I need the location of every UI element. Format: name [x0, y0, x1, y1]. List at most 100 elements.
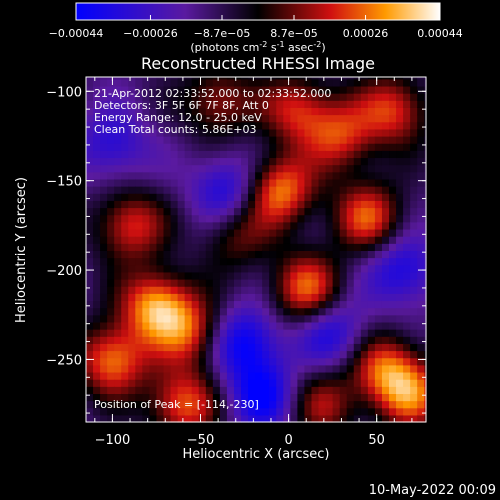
heatmap-cell: [396, 171, 404, 180]
heatmap-cell: [255, 193, 263, 201]
heatmap-cell: [332, 379, 341, 387]
heatmap-cell: [241, 286, 249, 294]
heatmap-cell: [339, 357, 348, 366]
heatmap-cell: [311, 271, 320, 280]
heatmap-cell: [353, 171, 362, 180]
heatmap-cell: [177, 307, 186, 316]
heatmap-cell: [332, 343, 341, 352]
heatmap-cell: [332, 150, 341, 159]
heatmap-cell: [205, 264, 214, 273]
heatmap-cell: [262, 343, 270, 352]
heatmap-cell: [332, 78, 341, 87]
heatmap-cell: [304, 85, 313, 94]
heatmap-cell: [297, 221, 306, 230]
heatmap-cell: [107, 329, 115, 337]
heatmap-cell: [177, 257, 186, 266]
heatmap-cell: [381, 321, 390, 330]
heatmap-cell: [325, 343, 334, 352]
heatmap-cell: [198, 207, 207, 216]
heatmap-cell: [417, 221, 425, 230]
heatmap-cell: [374, 164, 383, 173]
heatmap-cell: [107, 407, 115, 416]
heatmap-cell: [191, 100, 200, 108]
heatmap-cell: [226, 164, 235, 173]
heatmap-cell: [304, 114, 313, 123]
heatmap-cell: [191, 386, 200, 394]
heatmap-cell: [248, 329, 256, 337]
heatmap-cell: [241, 271, 249, 280]
heatmap-cell: [325, 243, 334, 251]
heatmap-cell: [403, 400, 411, 409]
colorbar-tick-label: −0.00026: [123, 27, 178, 40]
heatmap-cell: [107, 321, 115, 330]
heatmap-cell: [424, 379, 427, 387]
heatmap-cell: [269, 193, 277, 201]
heatmap-cell: [205, 357, 214, 366]
heatmap-cell: [163, 321, 172, 330]
heatmap-cell: [410, 250, 418, 259]
heatmap-cell: [205, 329, 214, 337]
heatmap-cell: [297, 400, 306, 409]
heatmap-cell: [212, 293, 221, 302]
heatmap-cell: [297, 77, 306, 80]
heatmap-cell: [226, 386, 235, 394]
heatmap-cell: [403, 150, 411, 159]
heatmap-cell: [417, 243, 425, 251]
heatmap-cell: [226, 293, 235, 302]
heatmap-cell: [93, 85, 101, 94]
heatmap-cell: [389, 77, 397, 80]
heatmap-cell: [128, 236, 136, 244]
heatmap-cell: [381, 100, 390, 108]
heatmap-cell: [332, 93, 341, 101]
heatmap-cell: [135, 293, 143, 302]
heatmap-cell: [269, 364, 277, 373]
heatmap-cell: [205, 186, 214, 194]
heatmap-cell: [389, 250, 397, 259]
heatmap-cell: [410, 157, 418, 166]
heatmap-cell: [184, 78, 193, 87]
heatmap-cell: [233, 85, 242, 94]
heatmap-cell: [269, 407, 277, 416]
heatmap-cell: [156, 271, 165, 280]
heatmap-cell: [226, 343, 235, 352]
heatmap-cell: [241, 414, 249, 423]
heatmap-cell: [318, 85, 327, 94]
heatmap-cell: [93, 100, 101, 108]
heatmap-cell: [121, 314, 129, 323]
heatmap-cell: [417, 186, 425, 194]
heatmap-cell: [241, 336, 249, 344]
heatmap-cell: [417, 278, 425, 287]
heatmap-cell: [177, 150, 186, 159]
heatmap-cell: [304, 143, 313, 151]
heatmap-cell: [318, 257, 327, 266]
heatmap-cell: [255, 85, 263, 94]
heatmap-cell: [233, 193, 242, 201]
heatmap-cell: [283, 236, 291, 244]
heatmap-cell: [297, 243, 306, 251]
heatmap-cell: [417, 371, 425, 380]
heatmap-cell: [290, 100, 298, 108]
heatmap-cell: [311, 364, 320, 373]
heatmap-cell: [417, 93, 425, 101]
heatmap-cell: [367, 221, 376, 230]
heatmap-cell: [283, 257, 291, 266]
heatmap-cell: [325, 78, 334, 87]
heatmap-cell: [304, 357, 313, 366]
heatmap-cell: [241, 329, 249, 337]
heatmap-cell: [198, 243, 207, 251]
heatmap-cell: [177, 157, 186, 166]
heatmap-cell: [424, 100, 427, 108]
heatmap-cell: [149, 157, 158, 166]
heatmap-cell: [389, 286, 397, 294]
heatmap-cell: [346, 250, 355, 259]
heatmap-cell: [360, 150, 369, 159]
heatmap-cell: [114, 221, 122, 230]
heatmap-cell: [424, 78, 427, 87]
unit-text-close: ): [321, 41, 325, 54]
heatmap-cell: [374, 221, 383, 230]
heatmap-cell: [86, 171, 94, 180]
heatmap-cell: [269, 114, 277, 123]
heatmap-cell: [86, 371, 94, 380]
heatmap-cell: [304, 157, 313, 166]
heatmap-cell: [156, 107, 165, 116]
